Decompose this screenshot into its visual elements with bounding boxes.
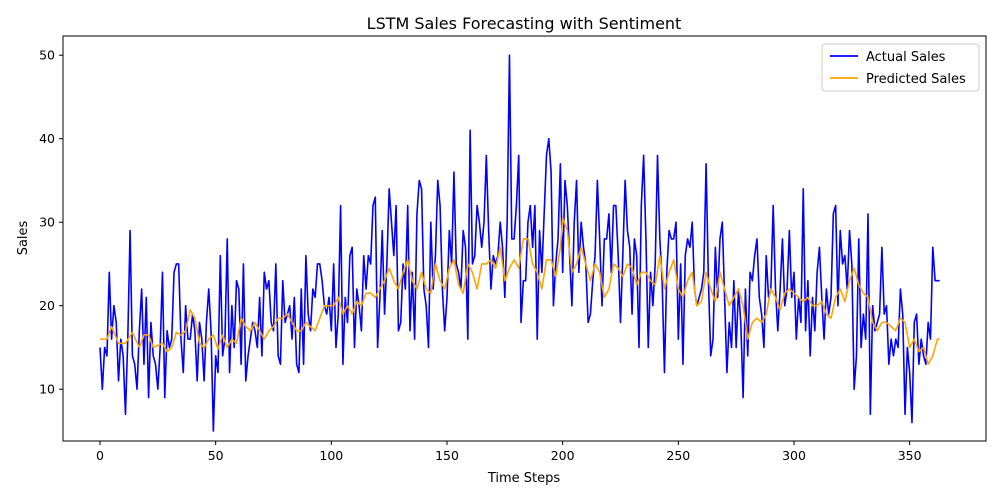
x-tick-label: 200 [551,448,575,463]
x-tick-label: 50 [208,448,224,463]
y-tick-label: 50 [39,48,55,63]
y-tick-label: 40 [39,131,55,146]
legend: Actual Sales Predicted Sales [821,43,980,92]
plot-frame [62,35,987,442]
x-tick-label: 100 [319,448,343,463]
legend-label-predicted-sales: Predicted Sales [866,72,966,87]
x-tick-label: 300 [782,448,806,463]
x-tick-label: 0 [96,448,104,463]
y-axis: 10 20 30 40 50 [39,48,63,397]
x-tick-label: 150 [435,448,459,463]
y-tick-label: 30 [39,215,55,230]
y-tick-label: 20 [39,298,55,313]
chart-title: LSTM Sales Forecasting with Sentiment [367,14,682,33]
legend-label-actual-sales: Actual Sales [866,50,946,65]
x-tick-label: 350 [898,448,922,463]
y-axis-label: Sales [16,220,31,255]
series-layer [99,54,940,432]
x-axis: 0 50 100 150 200 250 300 350 [96,441,922,463]
series-line-predicted-sales [100,217,940,365]
legend-box [821,43,980,92]
y-tick-label: 10 [39,382,55,397]
x-tick-label: 250 [666,448,690,463]
x-axis-label: Time Steps [487,471,561,486]
